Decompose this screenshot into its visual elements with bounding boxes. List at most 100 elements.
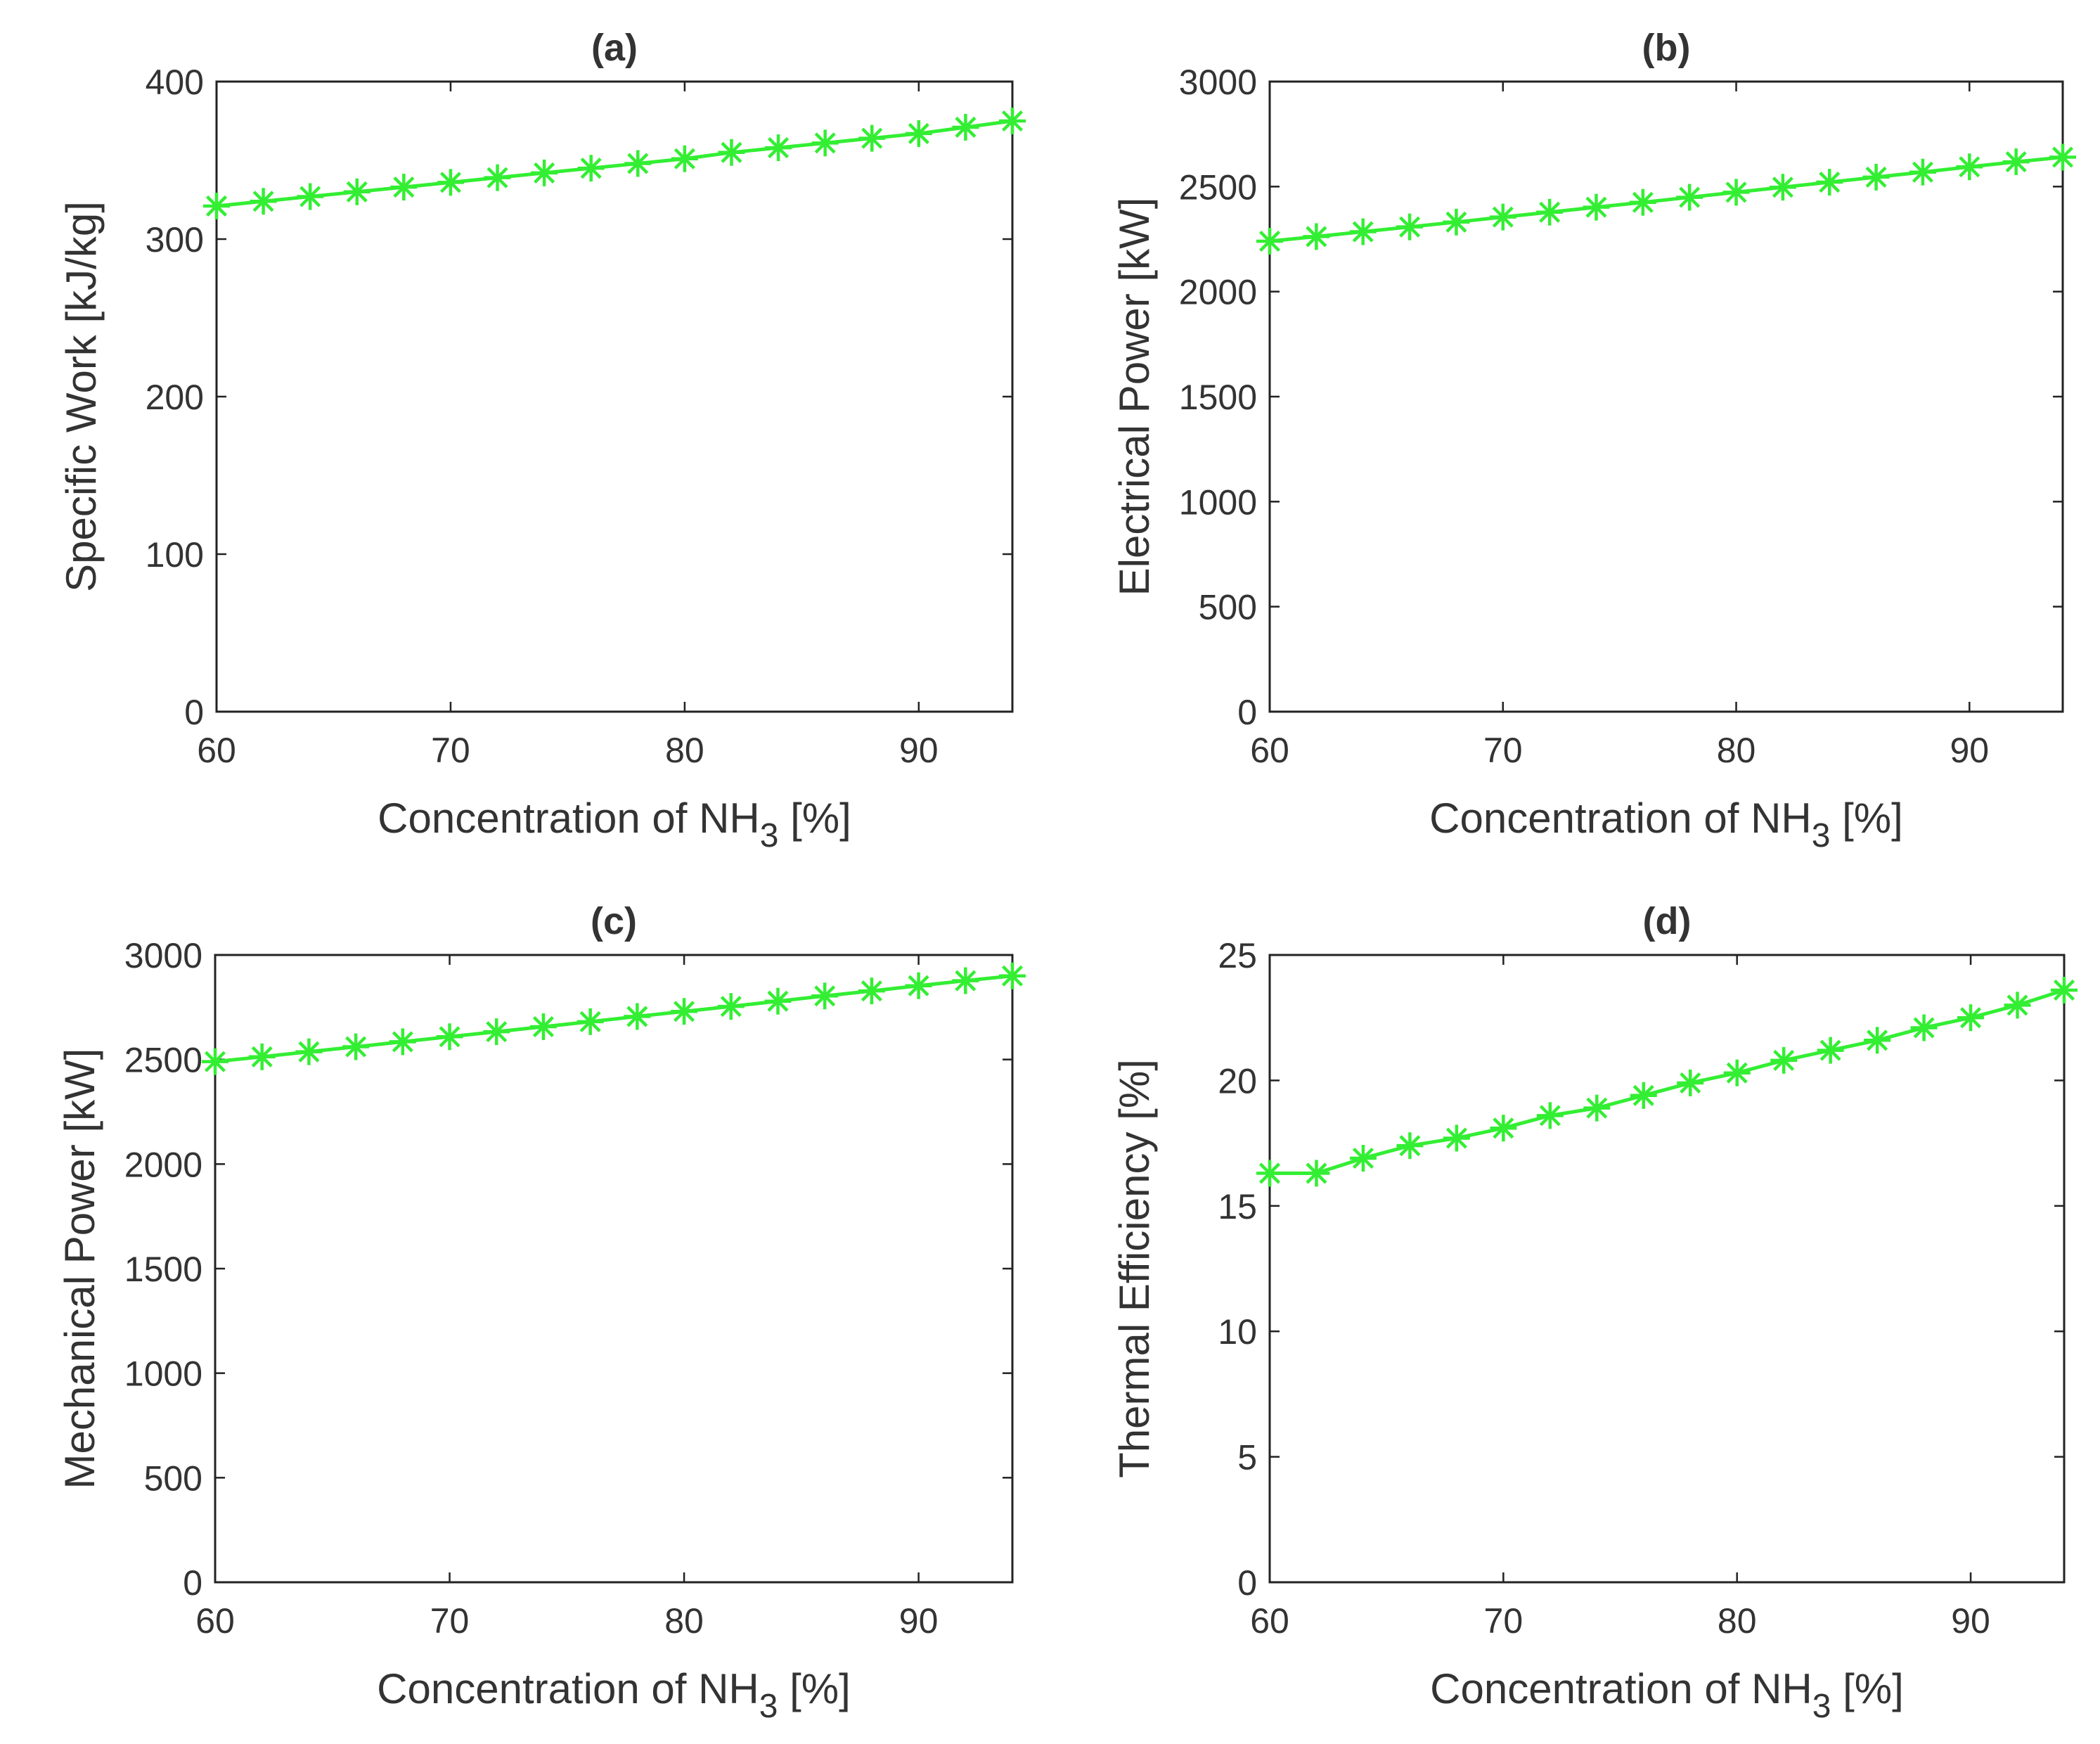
- data-point-marker: [2002, 148, 2030, 176]
- x-tick-label: 60: [1250, 731, 1289, 770]
- data-point-marker: [2051, 976, 2078, 1004]
- x-tick-label: 60: [1250, 1601, 1289, 1641]
- data-point-marker: [717, 993, 745, 1020]
- data-point-marker: [858, 124, 886, 152]
- y-tick-label: 2500: [1179, 167, 1257, 207]
- data-point-marker: [1676, 184, 1703, 211]
- x-tick-label: 90: [1950, 731, 1989, 770]
- data-point-marker: [1957, 1004, 1985, 1032]
- data-point-marker: [2049, 143, 2076, 171]
- x-axis-label-subscript: 3: [1812, 1688, 1831, 1725]
- data-point-marker: [483, 1018, 510, 1046]
- x-tick-label: 70: [430, 1601, 470, 1641]
- y-tick-label: 10: [1218, 1312, 1257, 1352]
- data-point-marker: [390, 174, 418, 201]
- data-point-marker: [248, 1043, 276, 1070]
- data-point-marker: [1256, 227, 1283, 255]
- data-point-marker: [1817, 1037, 1844, 1064]
- data-point-marker: [999, 962, 1026, 989]
- y-axis-label: Specific Work [kJ/kg]: [58, 201, 105, 592]
- data-point-marker: [858, 977, 885, 1005]
- x-axis-label: Concentration of NH3 [%]: [377, 1665, 851, 1725]
- data-point-marker: [1769, 174, 1796, 201]
- axes-box: [215, 80, 1014, 713]
- data-point-marker: [1443, 208, 1470, 236]
- y-tick-label: 300: [146, 220, 204, 259]
- x-axis-label-main: Concentration of NH: [377, 1665, 759, 1712]
- x-tick-label: 60: [197, 731, 236, 770]
- series-line: [216, 119, 1013, 208]
- y-tick-label: 100: [146, 535, 204, 575]
- x-tick-label: 80: [1718, 1601, 1757, 1641]
- x-axis-label-subscript: 3: [759, 1688, 778, 1725]
- axes-box: [1268, 954, 2066, 1584]
- data-point-marker: [436, 1023, 463, 1051]
- data-point-marker: [1864, 1027, 1891, 1054]
- data-point-marker: [811, 129, 839, 157]
- data-point-marker: [203, 192, 230, 219]
- data-point-marker: [250, 188, 277, 215]
- x-axis-label-main: Concentration of NH: [1430, 1665, 1812, 1712]
- x-axis-label: Concentration of NH3 [%]: [1430, 1665, 1904, 1725]
- y-tick-label: 0: [1237, 693, 1257, 732]
- data-point-marker: [952, 967, 979, 994]
- data-point-marker: [297, 183, 324, 210]
- y-axis-label: Electrical Power [kW]: [1111, 198, 1158, 596]
- data-point-marker: [1770, 1046, 1798, 1074]
- y-tick-label: 1000: [1179, 482, 1257, 522]
- data-point-marker: [1629, 188, 1656, 216]
- data-point-marker: [1956, 153, 1983, 181]
- data-point-marker: [671, 145, 698, 172]
- data-point-marker: [999, 108, 1026, 134]
- x-axis-label-unit: [%]: [778, 795, 851, 842]
- data-point-marker: [1910, 1014, 1938, 1041]
- x-tick-label: 80: [1717, 731, 1756, 770]
- x-tick-label: 80: [665, 731, 704, 770]
- series-line: [1270, 988, 2065, 1175]
- data-point-marker: [576, 1008, 604, 1035]
- y-tick-label: 0: [184, 693, 204, 732]
- data-point-marker: [1816, 169, 1843, 196]
- y-tick-label: 200: [146, 378, 204, 417]
- data-point-marker: [1583, 1094, 1611, 1122]
- data-point-marker: [624, 1003, 651, 1030]
- data-point-marker: [529, 1013, 557, 1040]
- data-point-marker: [1349, 218, 1377, 245]
- chart-title: (d): [1643, 900, 1692, 942]
- x-axis-label-main: Concentration of NH: [1429, 795, 1812, 842]
- data-point-marker: [1303, 223, 1330, 250]
- chart-panel-c: (c) 60 70 80 90 0 500 1000 1500 2000 2500 3000 Conce…: [56, 900, 1026, 1725]
- y-tick-label: 3000: [124, 936, 202, 975]
- x-tick-label: 90: [1951, 1601, 1990, 1641]
- data-point-marker: [952, 113, 979, 141]
- data-point-marker: [1536, 198, 1564, 226]
- data-point-marker: [1396, 1132, 1424, 1160]
- chart-panel-b: (b) 60 70 80 90 0 500 1000 1500 2000 2500 3000 Conce…: [1111, 27, 2076, 854]
- data-point-marker: [295, 1038, 323, 1065]
- data-point-marker: [1490, 1115, 1517, 1142]
- x-axis-label-subscript: 3: [760, 817, 779, 854]
- y-tick-label: 5: [1237, 1438, 1257, 1477]
- data-point-marker: [1443, 1124, 1470, 1152]
- y-tick-label: 20: [1218, 1061, 1257, 1101]
- data-point-marker: [342, 1033, 370, 1060]
- y-tick-label: 400: [146, 63, 204, 102]
- y-tick-label: 2000: [124, 1145, 202, 1184]
- x-tick-label: 80: [664, 1601, 704, 1641]
- chart-panel-a: (a) 60 70 80 90 0 100 200 300 400 Concentration of…: [58, 27, 1026, 854]
- y-axis-label: Mechanical Power [kW]: [56, 1049, 103, 1489]
- data-point-marker: [577, 155, 605, 182]
- data-point-marker: [905, 972, 932, 999]
- data-point-marker: [1536, 1102, 1564, 1129]
- y-tick-label: 15: [1218, 1187, 1257, 1226]
- x-axis-label-unit: [%]: [1831, 1665, 1903, 1712]
- data-point-marker: [202, 1048, 228, 1075]
- data-point-marker: [1677, 1069, 1704, 1096]
- chart-panel-d: (d) 60 70 80 90 0 5 10 15 20 25 Concentration of NH…: [1111, 900, 2078, 1725]
- x-axis-label-main: Concentration of NH: [378, 795, 760, 842]
- data-point-marker: [1396, 213, 1424, 241]
- data-point-marker: [1583, 193, 1610, 221]
- y-tick-label: 3000: [1179, 63, 1257, 102]
- x-tick-label: 70: [431, 731, 470, 770]
